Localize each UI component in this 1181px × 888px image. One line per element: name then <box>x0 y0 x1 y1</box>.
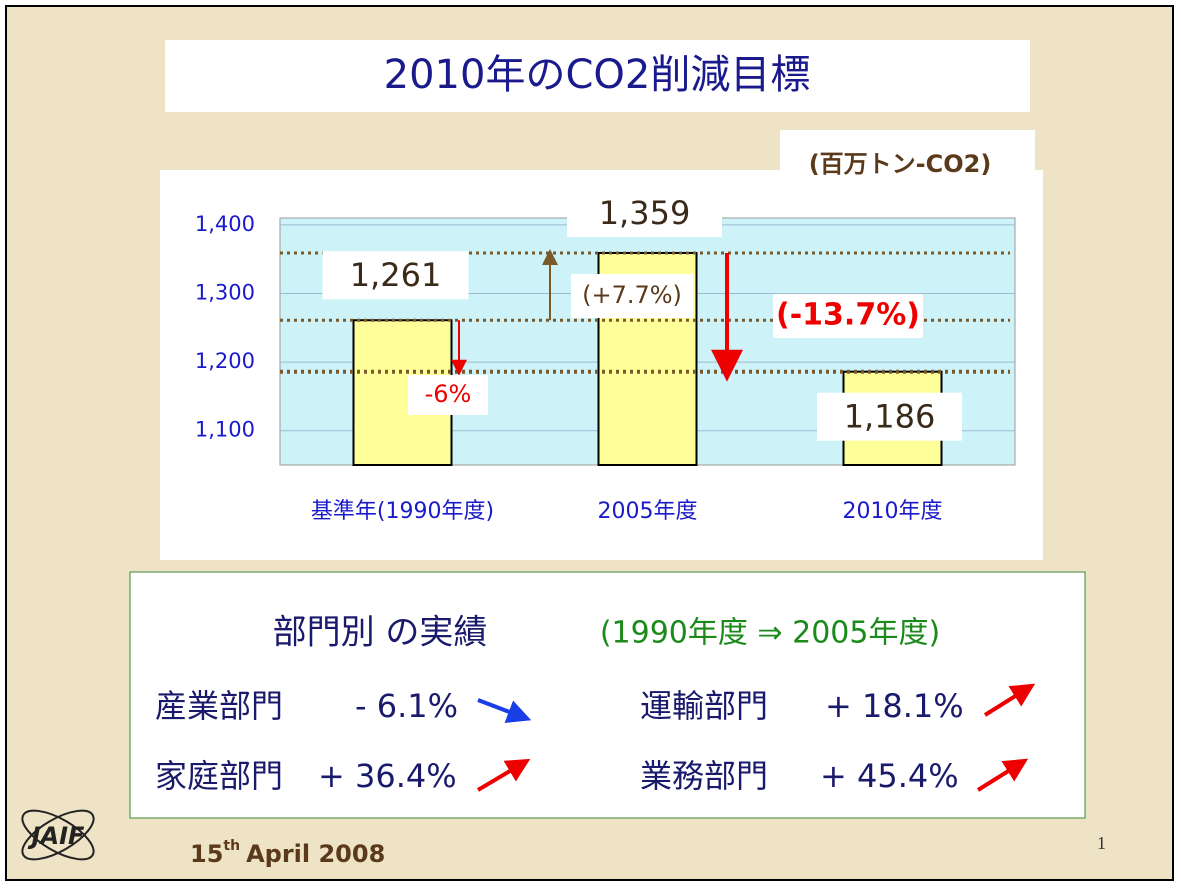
y-tick-label: 1,100 <box>195 418 255 442</box>
sector-name: 運輸部門 <box>640 687 768 725</box>
sector-change: - 6.1% <box>355 687 458 725</box>
date-rest: April 2008 <box>246 840 385 868</box>
page-number: 1 <box>1097 833 1106 853</box>
sector-change: + 18.1% <box>825 687 964 725</box>
sector-name: 家庭部門 <box>155 757 283 795</box>
sector-name: 産業部門 <box>155 687 283 725</box>
y-tick-label: 1,200 <box>195 349 255 373</box>
trend-arrow <box>983 683 1036 717</box>
sector-heading: 部門別 の実績 <box>273 613 488 653</box>
annotation: (-13.7%) <box>776 298 920 333</box>
date-suffix: th <box>223 838 240 854</box>
value-label: 1,261 <box>350 256 442 294</box>
chart: 1,100 1,200 1,300 1,400 基準年(1990年度) 2005年度 201… <box>195 188 1015 524</box>
x-tick-label: 2005年度 <box>598 499 698 524</box>
annotation-box <box>571 274 693 318</box>
value-label-box <box>322 251 469 300</box>
value-label: 1,186 <box>844 398 936 436</box>
annotation: (+7.7%) <box>582 281 682 309</box>
y-tick-label: 1,300 <box>195 280 255 304</box>
annotation-box <box>408 375 488 415</box>
trend-arrow <box>476 758 531 792</box>
annotation-box <box>773 294 923 338</box>
footer-date: 15th April 2008 <box>190 838 385 868</box>
x-tick-label: 2010年度 <box>843 499 943 524</box>
value-label-box <box>567 188 722 237</box>
unit-box <box>780 130 1035 182</box>
value-label: 1,359 <box>599 194 691 232</box>
sector-rows: 産業部門 - 6.1% 運輸部門 + 18.1% 家庭部門 + 36.4% 業務部門 + 45… <box>155 683 1036 795</box>
logo: JAIF <box>21 809 95 861</box>
sector-box <box>129 571 1086 819</box>
sector-period: (1990年度 ⇒ 2005年度) <box>600 616 940 651</box>
title-box <box>165 40 1030 112</box>
value-label-box <box>817 392 962 441</box>
trend-arrow <box>477 698 532 723</box>
sector-change: + 45.4% <box>820 757 959 795</box>
unit-label: (百万トン-CO2) <box>809 150 992 178</box>
trend-arrow <box>976 758 1029 792</box>
sector-change: + 36.4% <box>318 757 457 795</box>
logo-text: JAIF <box>28 822 85 850</box>
annotation: -6% <box>425 380 472 408</box>
y-tick-label: 1,400 <box>195 212 255 236</box>
x-tick-label: 基準年(1990年度) <box>311 499 494 524</box>
date-day: 15 <box>190 840 223 868</box>
slide-title: 2010年のCO2削減目標 <box>384 52 811 98</box>
sector-name: 業務部門 <box>640 757 768 795</box>
